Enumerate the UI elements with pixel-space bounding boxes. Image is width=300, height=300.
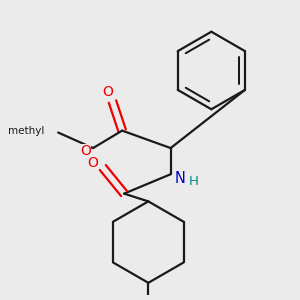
Text: H: H [189, 176, 199, 188]
Text: O: O [102, 85, 113, 99]
Text: O: O [80, 144, 91, 158]
Text: O: O [88, 156, 98, 170]
Text: N: N [175, 171, 186, 186]
Text: methyl: methyl [8, 126, 45, 136]
Text: methyl: methyl [8, 126, 45, 136]
